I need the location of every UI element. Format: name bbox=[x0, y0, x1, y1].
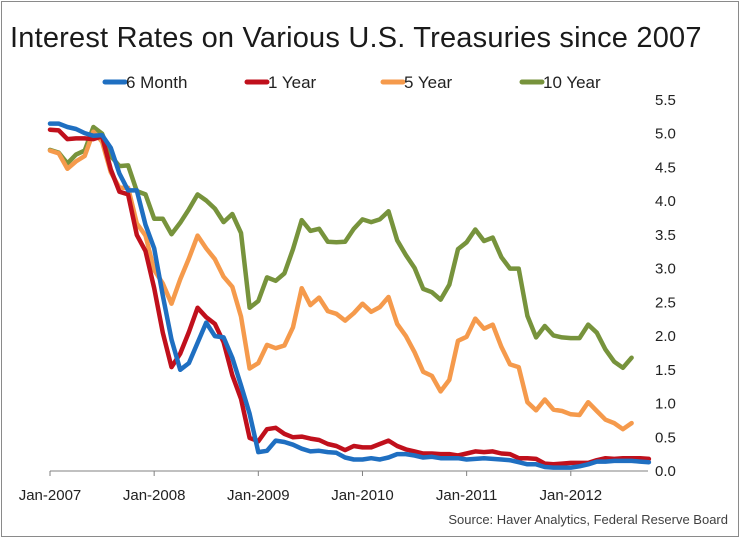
legend: 6 Month 1 Year 5 Year 10 Year bbox=[102, 73, 601, 92]
x-tick-label: Jan-2010 bbox=[331, 487, 394, 504]
y-tick-label: 3.0 bbox=[655, 261, 676, 278]
y-tick-label: 5.0 bbox=[655, 126, 676, 143]
x-tick-label: Jan-2007 bbox=[19, 487, 82, 504]
chart-title: Interest Rates on Various U.S. Treasurie… bbox=[10, 22, 702, 54]
series-line-5-year bbox=[47, 129, 634, 432]
y-tick-label: 2.5 bbox=[655, 294, 676, 311]
y-tick-label: 2.0 bbox=[655, 328, 676, 345]
x-tick-label: Jan-2008 bbox=[123, 487, 186, 504]
y-tick-label: 4.0 bbox=[655, 193, 676, 210]
x-tick-label: Jan-2012 bbox=[540, 487, 603, 504]
y-tick-label: 0.5 bbox=[655, 429, 676, 446]
source-note: Source: Haver Analytics, Federal Reserve… bbox=[448, 512, 728, 527]
axes: 0.0 0.5 1.0 1.5 2.0 2.5 3.0 3.5 4.0 4.5 5.0 5.5 Jan-… bbox=[19, 92, 676, 504]
x-tick-label: Jan-2011 bbox=[436, 487, 497, 504]
series-line-10-year bbox=[47, 124, 634, 371]
y-tick-label: 1.5 bbox=[655, 362, 676, 379]
y-tick-label: 5.5 bbox=[655, 92, 676, 109]
y-tick-label: 3.5 bbox=[655, 227, 676, 244]
legend-label-6-month: 6 Month bbox=[126, 73, 187, 92]
y-tick-label: 0.0 bbox=[655, 463, 676, 480]
series-line-1-year bbox=[47, 127, 652, 467]
y-tick-label: 4.5 bbox=[655, 159, 676, 176]
legend-label-10-year: 10 Year bbox=[543, 73, 601, 92]
legend-label-5-year: 5 Year bbox=[404, 73, 453, 92]
series-line-6-month bbox=[47, 121, 652, 470]
series-layer bbox=[47, 121, 652, 470]
y-tick-label: 1.0 bbox=[655, 396, 676, 413]
legend-label-1-year: 1 Year bbox=[268, 73, 317, 92]
x-tick-label: Jan-2009 bbox=[227, 487, 290, 504]
